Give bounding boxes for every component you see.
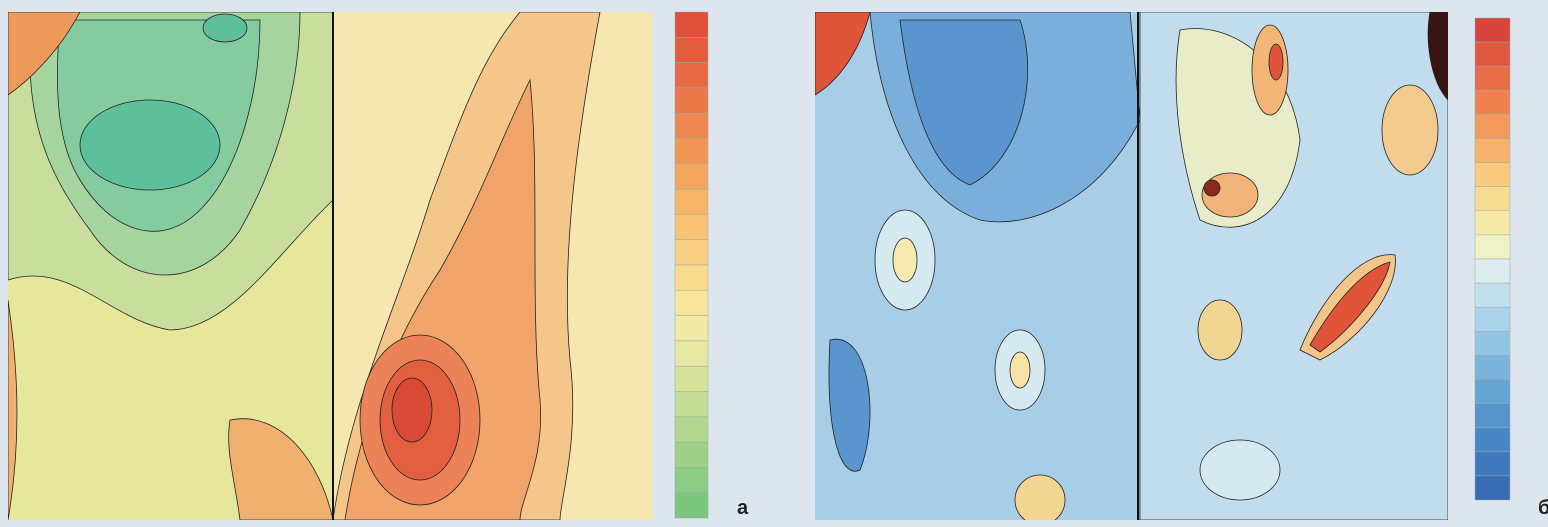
colorbar-step bbox=[674, 492, 709, 519]
colorbar-step bbox=[1474, 258, 1511, 284]
colorbar-step bbox=[674, 416, 709, 443]
colorbar-step bbox=[674, 163, 709, 190]
colorbar-step bbox=[1474, 234, 1511, 260]
colorbar-step bbox=[674, 467, 709, 493]
colorbar-b bbox=[1474, 17, 1511, 501]
colorbar-step bbox=[674, 340, 709, 367]
colorbar-step bbox=[1474, 331, 1511, 356]
colorbar-step bbox=[674, 315, 709, 342]
colorbar-step bbox=[674, 391, 709, 418]
colorbar-step bbox=[674, 11, 709, 38]
panel-label: б bbox=[1538, 497, 1548, 519]
colorbar-step bbox=[1474, 138, 1511, 163]
colorbar-step bbox=[674, 112, 709, 139]
colorbar-a bbox=[674, 11, 709, 519]
colorbar-step bbox=[674, 37, 709, 63]
colorbar-step bbox=[1474, 379, 1511, 404]
colorbar-step bbox=[674, 188, 709, 215]
colorbar-step bbox=[674, 365, 709, 392]
colorbar-step bbox=[1474, 210, 1511, 236]
colorbar-step bbox=[1474, 65, 1511, 91]
colorbar-step bbox=[1474, 306, 1511, 332]
colorbar-step bbox=[1474, 427, 1511, 453]
colorbar-step bbox=[1474, 90, 1511, 115]
colorbar-step bbox=[1474, 451, 1511, 477]
colorbar-step bbox=[1474, 114, 1511, 139]
colorbar-step bbox=[674, 87, 709, 114]
colorbar-step bbox=[1474, 41, 1511, 67]
colorbar-step bbox=[674, 239, 709, 266]
contour-map-b bbox=[815, 12, 1448, 520]
colorbar-step bbox=[1474, 403, 1511, 428]
colorbar-step bbox=[1474, 475, 1511, 501]
colorbar-step bbox=[1474, 17, 1511, 43]
panel-label: a bbox=[737, 497, 749, 519]
colorbar-step bbox=[1474, 162, 1511, 187]
contour-map-a bbox=[8, 12, 652, 520]
colorbar-step bbox=[674, 214, 709, 240]
colorbar-step bbox=[1474, 186, 1511, 212]
colorbar-step bbox=[1474, 282, 1511, 308]
colorbar-step bbox=[674, 441, 709, 468]
colorbar-step bbox=[674, 62, 709, 89]
colorbar-step bbox=[674, 290, 709, 316]
colorbar-step bbox=[674, 138, 709, 165]
colorbar-step bbox=[674, 264, 709, 291]
colorbar-step bbox=[1474, 355, 1511, 380]
